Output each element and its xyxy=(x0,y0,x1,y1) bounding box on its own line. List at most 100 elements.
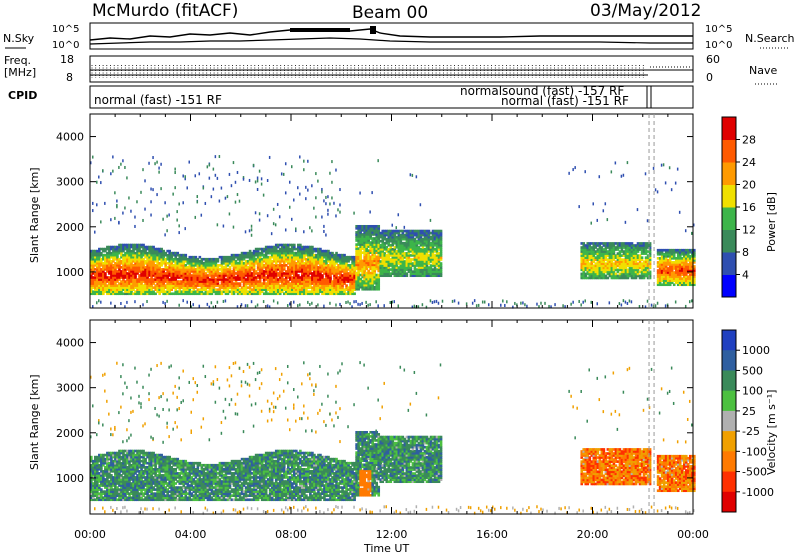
echo-cell xyxy=(642,252,646,255)
echo-cell xyxy=(216,288,220,292)
echo-cell xyxy=(264,253,268,257)
echo-cell xyxy=(278,278,282,281)
echo-cell xyxy=(148,261,151,265)
echo-cell xyxy=(160,187,162,191)
echo-cell xyxy=(299,284,302,287)
echo-cell xyxy=(590,246,594,249)
echo-cell xyxy=(618,242,622,245)
echo-cell xyxy=(323,255,326,259)
echo-cell xyxy=(128,243,131,247)
echo-cell xyxy=(381,264,385,267)
echo-cell xyxy=(96,278,99,281)
echo-cell xyxy=(339,264,342,267)
echo-cell xyxy=(208,292,212,296)
echo-cell xyxy=(341,278,344,281)
echo-cell xyxy=(319,249,322,253)
echo-cell xyxy=(186,274,190,277)
echo-cell xyxy=(646,270,650,274)
echo-cell xyxy=(648,254,652,257)
echo-cell xyxy=(371,271,375,275)
echo-cell xyxy=(379,250,383,253)
echo-cell xyxy=(363,243,366,246)
echo-cell xyxy=(166,288,169,292)
echo-cell xyxy=(301,268,304,271)
echo-cell xyxy=(634,254,638,257)
echo-cell xyxy=(108,268,111,271)
echo-cell xyxy=(272,270,276,273)
echo-cell xyxy=(270,270,274,273)
echo-cell xyxy=(367,281,370,285)
echo-cell xyxy=(393,256,397,259)
echo-cell xyxy=(411,229,415,233)
echo-cell xyxy=(355,251,358,255)
echo-cell xyxy=(297,304,299,308)
echo-cell xyxy=(160,162,162,166)
echo-cell xyxy=(188,280,192,283)
echo-cell xyxy=(202,266,206,269)
echo-cell xyxy=(194,215,197,219)
echo-cell xyxy=(638,266,642,270)
echo-cell xyxy=(228,286,232,289)
echo-cell xyxy=(409,258,413,261)
echo-cell xyxy=(381,241,385,245)
echo-cell xyxy=(204,264,208,267)
echo-cell xyxy=(502,299,504,303)
echo-cell xyxy=(162,270,165,273)
echo-cell xyxy=(321,278,324,281)
echo-cell xyxy=(108,284,111,287)
echo-cell xyxy=(632,256,636,259)
echo-cell xyxy=(381,231,385,235)
echo-cell xyxy=(391,258,395,261)
echo-cell xyxy=(268,249,272,253)
echo-cell xyxy=(190,259,194,263)
echo-cell xyxy=(274,249,278,253)
echo-cell xyxy=(234,278,238,281)
echo-cell xyxy=(363,259,366,263)
echo-cell xyxy=(608,250,612,253)
echo-cell xyxy=(142,266,145,269)
echo-cell xyxy=(596,262,600,266)
echo-cell xyxy=(658,248,662,252)
echo-cell xyxy=(658,283,662,287)
echo-cell xyxy=(96,255,99,259)
echo-cell xyxy=(186,300,188,304)
echo-cell xyxy=(270,232,273,236)
echo-cell xyxy=(413,250,417,253)
echo-cell xyxy=(401,266,405,269)
echo-cell xyxy=(596,276,600,280)
echo-cell xyxy=(371,224,375,228)
echo-cell xyxy=(284,243,288,247)
echo-cell xyxy=(276,278,280,281)
echo-cell xyxy=(122,292,125,296)
echo-cell xyxy=(204,292,208,296)
echo-cell xyxy=(152,264,155,267)
echo-cell xyxy=(395,262,399,265)
echo-cell xyxy=(276,268,280,271)
echo-cell xyxy=(90,268,93,271)
echo-cell xyxy=(238,272,242,275)
echo-cell xyxy=(182,264,186,267)
echo-cell xyxy=(311,249,314,253)
echo-cell xyxy=(270,292,274,296)
echo-cell xyxy=(104,259,107,263)
echo-cell xyxy=(270,261,274,265)
echo-cell xyxy=(108,286,111,289)
echo-cell xyxy=(228,270,232,273)
echo-cell xyxy=(200,274,204,277)
echo-cell xyxy=(156,264,159,267)
echo-cell xyxy=(666,283,670,287)
echo-cell xyxy=(435,231,439,235)
echo-cell xyxy=(331,160,333,164)
echo-cell xyxy=(128,282,131,285)
echo-cell xyxy=(437,233,441,237)
echo-cell xyxy=(303,282,306,285)
echo-cell xyxy=(291,292,294,296)
echo-cell xyxy=(220,274,224,277)
echo-cell xyxy=(616,274,620,278)
echo-cell xyxy=(309,290,312,294)
echo-cell xyxy=(419,262,423,265)
echo-cell xyxy=(293,272,296,275)
echo-cell xyxy=(403,272,407,275)
echo-cell xyxy=(158,264,161,267)
echo-cell xyxy=(114,253,117,257)
